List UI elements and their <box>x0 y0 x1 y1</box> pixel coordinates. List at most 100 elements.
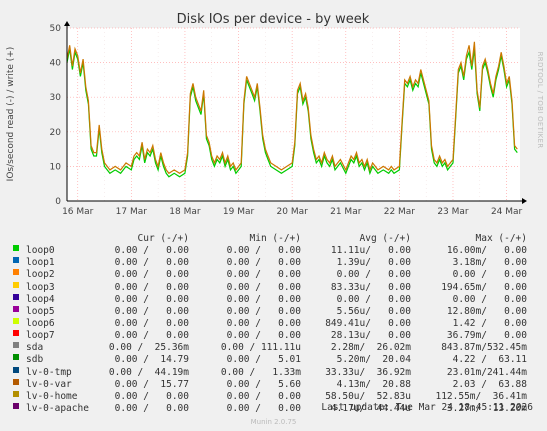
legend-min: 0.00 / 0.00 <box>226 317 301 329</box>
legend-swatch <box>13 269 19 276</box>
legend-swatch <box>13 390 19 397</box>
legend-header-max: Max (-/+) <box>475 233 527 244</box>
legend-min: 0.00 / 0.00 <box>226 305 301 317</box>
legend-swatch <box>13 342 19 349</box>
legend-name: loop5 <box>26 305 55 317</box>
legend-max: 843.87m/532.45m <box>441 342 527 354</box>
x-tick-label: 21 Mar <box>330 207 362 217</box>
x-tick-label: 24 Mar <box>491 207 523 217</box>
x-axis-arrow <box>522 198 527 204</box>
legend-row: sdb 0.00 / 14.79 0.00 / 5.01 5.20m/ 20.04 4.… <box>12 354 542 366</box>
legend-name: loop4 <box>26 293 55 305</box>
legend-row: loop6 0.00 / 0.00 0.00 / 0.00 849.41u/ 0.00… <box>12 317 542 330</box>
x-tick-label: 17 Mar <box>116 207 148 217</box>
legend-cur: 0.00 / 15.77 <box>114 378 189 390</box>
chart: Disk IOs per device - by week RRDTOOL / … <box>6 12 544 217</box>
legend-swatch <box>13 366 19 373</box>
last-update: Last update: Tue Mar 24 18:45:11 2026 <box>321 402 533 413</box>
legend-name: lv-0-tmp <box>26 366 72 378</box>
legend-min: 0.00 / 0.00 <box>226 402 301 414</box>
legend-row: lv-0-home 0.00 / 0.00 0.00 / 0.00 58.50u/ 5… <box>12 390 542 403</box>
x-ticks: 16 Mar 17 Mar 18 Mar 19 Mar 20 Mar 21 Mar 22 M… <box>62 207 522 217</box>
legend-row: loop3 0.00 / 0.00 0.00 / 0.00 83.33u/ 0.00 1… <box>12 281 542 294</box>
legend-name: loop2 <box>26 269 55 281</box>
legend-name: lv-0-home <box>26 390 78 402</box>
legend-swatch <box>13 257 19 264</box>
y-axis-label: IOs/second read (-) / write (+) <box>6 47 16 182</box>
legend-header-avg: Avg (-/+) <box>359 233 411 244</box>
legend-header-min: Min (-/+) <box>249 233 301 244</box>
series-lines <box>66 41 518 178</box>
legend-max: 112.55m/ 36.41m <box>435 390 527 402</box>
legend-avg: 1.39u/ 0.00 <box>336 257 411 269</box>
legend: Cur (-/+) Min (-/+) Avg (-/+) Max (-/+) … <box>12 233 542 415</box>
legend-name: loop3 <box>26 281 55 293</box>
legend-cur: 0.00 / 44.19m <box>108 366 189 378</box>
plot-area <box>67 28 520 201</box>
legend-max: 12.80m/ 0.00 <box>446 305 527 317</box>
legend-avg: 58.50u/ 52.83u <box>325 390 411 402</box>
legend-max: 3.27m/ 13.20m <box>446 402 527 414</box>
legend-row: sda 0.00 / 25.36m 0.00 / 111.11u 2.28m/ 26.… <box>12 342 542 354</box>
legend-row: lv-0-tmp 0.00 / 44.19m 0.00 / 1.33m 33.33u/… <box>12 366 542 379</box>
legend-max: 3.18m/ 0.00 <box>452 257 527 269</box>
legend-max: 1.42 / 0.00 <box>452 317 527 329</box>
legend-cur: 0.00 / 0.00 <box>114 245 189 257</box>
legend-min: 0.00 / 111.11u <box>220 342 301 354</box>
y-ticks: 0 10 20 30 40 50 <box>50 24 62 207</box>
legend-min: 0.00 / 1.33m <box>220 366 301 378</box>
legend-avg: 5.56u/ 0.00 <box>336 305 411 317</box>
x-tick-label: 23 Mar <box>437 207 469 217</box>
x-tick-label: 20 Mar <box>277 207 309 217</box>
legend-cur: 0.00 / 0.00 <box>114 293 189 305</box>
legend-cur: 0.00 / 0.00 <box>114 305 189 317</box>
legend-avg: 849.41u/ 0.00 <box>325 317 411 329</box>
y-tick-label: 0 <box>55 197 61 207</box>
watermark: RRDTOOL / TOBI OETIKER <box>536 52 544 149</box>
legend-avg: 2.28m/ 26.02m <box>330 342 411 354</box>
series-line-lv-0-var <box>66 41 518 175</box>
legend-row: lv-0-var 0.00 / 15.77 0.00 / 5.60 4.13m/ 20… <box>12 378 542 391</box>
legend-min: 0.00 / 0.00 <box>226 390 301 402</box>
legend-avg: 11.11u/ 0.00 <box>330 245 411 257</box>
legend-cur: 0.00 / 0.00 <box>114 390 189 402</box>
legend-min: 0.00 / 5.01 <box>226 354 301 366</box>
legend-max: 2.03 / 63.88 <box>452 378 527 390</box>
legend-max: 23.01m/241.44m <box>446 366 527 378</box>
legend-name: lv-0-var <box>26 378 72 390</box>
legend-min: 0.00 / 0.00 <box>226 257 301 269</box>
legend-swatch <box>13 293 19 300</box>
legend-min: 0.00 / 0.00 <box>226 293 301 305</box>
y-tick-label: 10 <box>50 162 62 172</box>
legend-max: 4.22 / 63.11 <box>452 354 527 366</box>
x-tick-label: 18 Mar <box>169 207 201 217</box>
legend-row: lv-0-apache 0.00 / 0.00 0.00 / 0.00 4.17u/ … <box>12 402 542 415</box>
legend-max: 16.00m/ 0.00 <box>446 245 527 257</box>
legend-avg: 4.17u/ 44.44u <box>330 402 411 414</box>
legend-avg: 83.33u/ 0.00 <box>330 281 411 293</box>
legend-swatch <box>13 305 19 312</box>
legend-cur: 0.00 / 0.00 <box>114 257 189 269</box>
legend-cur: 0.00 / 0.00 <box>114 402 189 414</box>
legend-name: loop0 <box>26 245 55 257</box>
x-tick-label: 19 Mar <box>223 207 255 217</box>
legend-rows: loop0 0.00 / 0.00 0.00 / 0.00 11.11u/ 0.00 1… <box>12 245 542 415</box>
legend-name: sda <box>26 342 44 354</box>
x-tick-label: 22 Mar <box>384 207 416 217</box>
legend-row: loop7 0.00 / 0.00 0.00 / 0.00 28.13u/ 0.00 3… <box>12 330 542 342</box>
legend-avg: 0.00 / 0.00 <box>336 293 411 305</box>
legend-cur: 0.00 / 0.00 <box>114 330 189 342</box>
legend-header: Cur (-/+) Min (-/+) Avg (-/+) Max (-/+) <box>12 233 542 245</box>
legend-header-cur: Cur (-/+) <box>137 233 189 244</box>
grid <box>67 27 520 201</box>
legend-avg: 33.33u/ 36.92m <box>325 366 411 378</box>
legend-avg: 0.00 / 0.00 <box>336 269 411 281</box>
y-tick-label: 20 <box>50 128 62 138</box>
y-tick-label: 30 <box>50 93 62 103</box>
legend-name: loop6 <box>26 317 55 329</box>
legend-avg: 28.13u/ 0.00 <box>330 330 411 342</box>
legend-max: 36.79m/ 0.00 <box>446 330 527 342</box>
legend-row: loop1 0.00 / 0.00 0.00 / 0.00 1.39u/ 0.00 3.… <box>12 257 542 269</box>
legend-row: loop4 0.00 / 0.00 0.00 / 0.00 0.00 / 0.00 0.… <box>12 293 542 306</box>
legend-avg: 4.13m/ 20.88 <box>336 378 411 390</box>
